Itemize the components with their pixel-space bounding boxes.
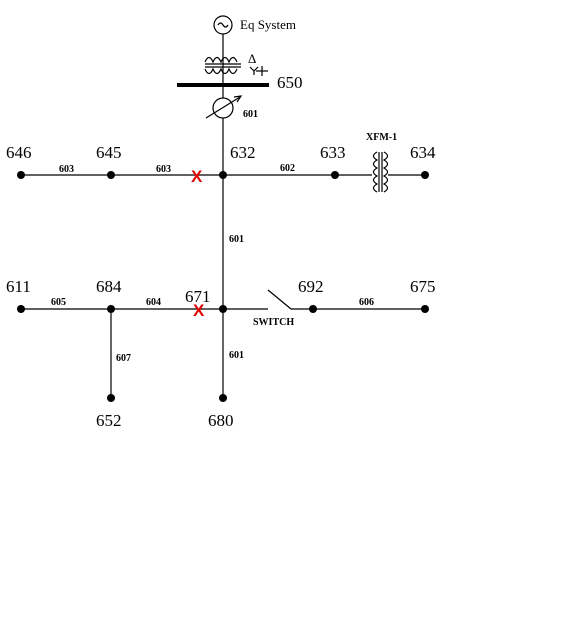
- line-671-680-label: 601: [229, 350, 244, 361]
- bus-646-node: [17, 171, 25, 179]
- bus-652-label: 652: [96, 411, 122, 430]
- bus-611-node: [17, 305, 25, 313]
- xfm-1-label: XFM-1: [366, 132, 397, 143]
- sine-wave-icon: [217, 22, 229, 28]
- delta-winding-label: Δ: [248, 51, 256, 66]
- bus-675-node: [421, 305, 429, 313]
- bus-680-label: 680: [208, 411, 234, 430]
- bus-632-label: 632: [230, 143, 256, 162]
- line-645-632-label: 603: [156, 164, 171, 175]
- bus-680-node: [219, 394, 227, 402]
- bus-611-label: 611: [6, 277, 31, 296]
- line-650-632-label: 601: [243, 109, 258, 120]
- bus-684-label: 684: [96, 277, 122, 296]
- bus-633-node: [331, 171, 339, 179]
- bus-646-label: 646: [6, 143, 32, 162]
- bus-645-node: [107, 171, 115, 179]
- bus-671-label: 671: [185, 287, 211, 306]
- line-684-652-label: 607: [116, 353, 131, 364]
- source-label: Eq System: [240, 17, 296, 32]
- line-684-671-label: 604: [146, 297, 161, 308]
- bus-652-node: [107, 394, 115, 402]
- bus-633-label: 633: [320, 143, 346, 162]
- bus-675-label: 675: [410, 277, 436, 296]
- bus-645-label: 645: [96, 143, 122, 162]
- xfm-1-transformer-icon: [372, 151, 389, 193]
- line-632-633-label: 602: [280, 163, 295, 174]
- switch-label: SWITCH: [253, 317, 294, 328]
- line-692-675-label: 606: [359, 297, 374, 308]
- voltage-regulator-icon: [205, 95, 243, 119]
- bus-634-node: [421, 171, 429, 179]
- line-611-684-label: 605: [51, 297, 66, 308]
- fault-marker-632: X: [191, 167, 203, 186]
- bus-692-node: [309, 305, 317, 313]
- fault-marker-671: X: [193, 301, 205, 320]
- bus-650-label: 650: [277, 73, 303, 92]
- substation-transformer-icon: Δ: [204, 51, 268, 76]
- bus-634-label: 634: [410, 143, 436, 162]
- line-632-671-label: 601: [229, 234, 244, 245]
- bus-692-label: 692: [298, 277, 324, 296]
- eq-system-source: Eq System: [213, 15, 296, 35]
- switch-icon: [267, 289, 292, 310]
- line-646-645-label: 603: [59, 164, 74, 175]
- grounded-wye-icon: [249, 66, 268, 76]
